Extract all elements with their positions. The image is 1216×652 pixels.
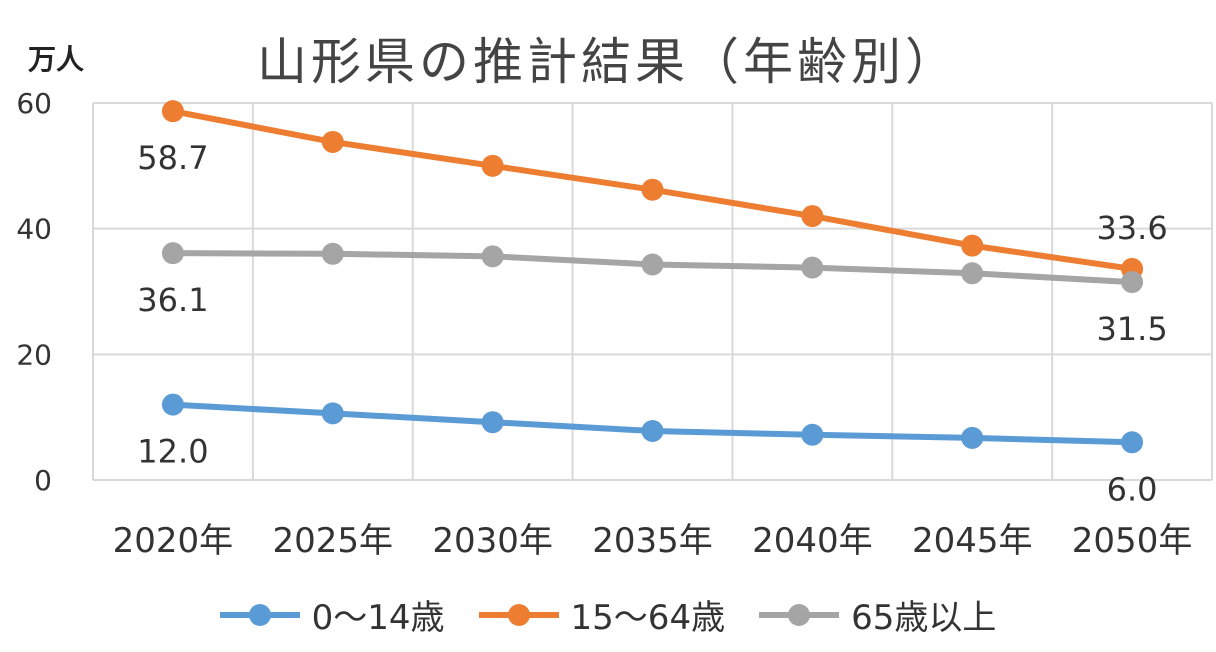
y-tick-label: 20 <box>16 338 52 371</box>
y-tick-label: 60 <box>16 87 52 120</box>
data-label: 6.0 <box>1107 470 1158 508</box>
data-point <box>1121 271 1144 294</box>
data-point <box>641 253 664 276</box>
x-tick-label: 2030年 <box>432 521 553 561</box>
y-axis-unit-label: 万人 <box>28 43 85 76</box>
y-tick-label: 0 <box>34 464 52 497</box>
data-point <box>801 256 824 279</box>
data-point <box>161 393 184 416</box>
data-point <box>801 205 824 228</box>
data-point <box>481 245 504 268</box>
chart-title: 山形県の推計結果（年齢別） <box>257 33 959 91</box>
series-group <box>161 100 1144 454</box>
legend-label: 0～14歳 <box>311 598 445 638</box>
x-tick-label: 2050年 <box>1072 521 1193 561</box>
data-point <box>961 426 984 449</box>
data-point <box>321 242 344 265</box>
legend-item-65-plus: 65歳以上 <box>759 590 996 639</box>
data-point <box>801 423 824 446</box>
x-axis-ticks: 2020年 2025年 2030年 2035年 2040年 2045年 2050年 <box>113 521 1193 561</box>
gridlines <box>92 102 1213 481</box>
x-tick-label: 2040年 <box>752 521 873 561</box>
legend-swatch-orange <box>478 603 559 626</box>
data-label: 31.5 <box>1096 310 1167 348</box>
data-label: 12.0 <box>137 433 208 471</box>
data-point <box>961 234 984 257</box>
legend-label: 65歳以上 <box>851 598 997 638</box>
data-labels: 12.0 6.0 58.7 33.6 36.1 31.5 <box>137 139 1167 508</box>
x-tick-label: 2025年 <box>273 521 394 561</box>
legend-swatch-blue <box>219 603 300 626</box>
x-tick-label: 2035年 <box>592 521 713 561</box>
x-tick-label: 2045年 <box>912 521 1033 561</box>
data-point <box>1121 431 1144 454</box>
data-label: 33.6 <box>1096 209 1167 247</box>
legend: 0～14歳 15～64歳 65歳以上 <box>0 590 1216 639</box>
legend-item-0-14: 0～14歳 <box>219 590 445 639</box>
data-point <box>161 242 184 265</box>
data-point <box>321 130 344 153</box>
y-axis-ticks: 0 20 40 60 <box>16 87 52 497</box>
data-point <box>161 100 184 123</box>
data-label: 58.7 <box>137 139 208 177</box>
legend-label: 15～64歳 <box>570 598 726 638</box>
data-point <box>321 402 344 425</box>
data-point <box>641 178 664 201</box>
y-tick-label: 40 <box>16 213 52 246</box>
data-label: 36.1 <box>137 281 208 319</box>
data-point <box>481 411 504 434</box>
data-point <box>481 154 504 177</box>
data-point <box>641 419 664 442</box>
x-tick-label: 2020年 <box>113 521 234 561</box>
data-point <box>961 262 984 285</box>
legend-swatch-gray <box>759 603 840 626</box>
legend-item-15-64: 15～64歳 <box>478 590 726 639</box>
